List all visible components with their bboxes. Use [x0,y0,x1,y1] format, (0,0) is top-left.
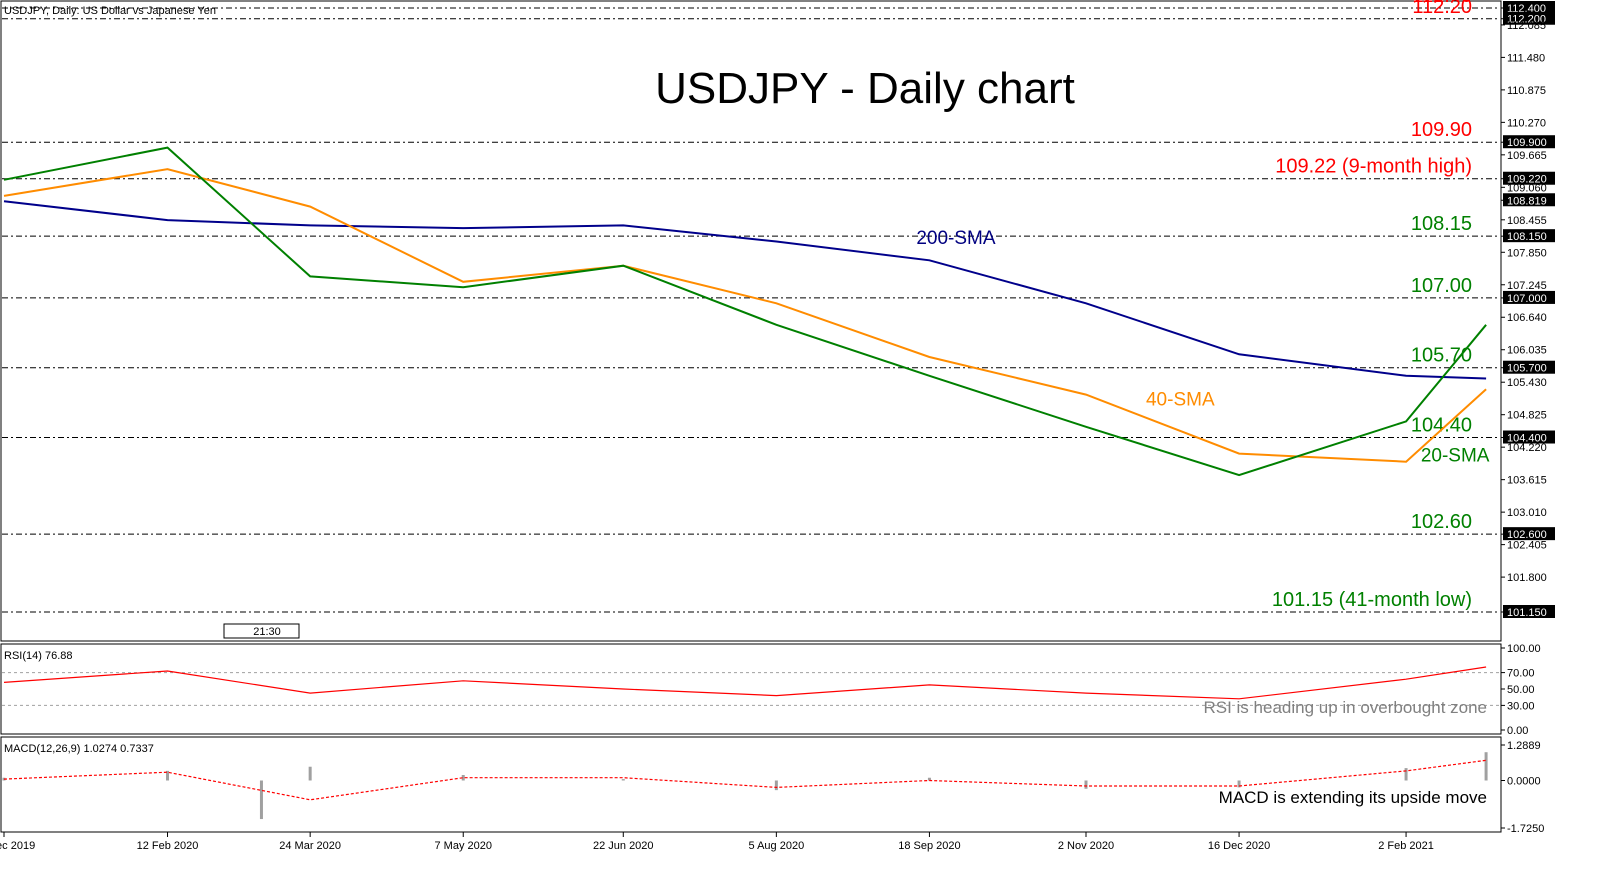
price-label-box [1503,193,1555,207]
price-tick-label: 109.665 [1507,150,1547,162]
level-label: 102.60 [1411,511,1472,533]
price-tick-label: 105.700 [1507,363,1547,375]
ma-annotation: 20-SMA [1421,446,1490,467]
price-label-box [1503,229,1555,243]
price-tick-label: 104.400 [1507,433,1547,445]
x-tick-label: 27 Dec 2019 [0,840,35,852]
level-label: 108.15 [1411,213,1472,235]
rsi-tick-label: 100.00 [1507,643,1541,655]
price-tick-label: 111.480 [1507,52,1545,64]
price-label-box [1503,290,1555,304]
rsi-header: RSI(14) 76.88 [4,650,72,662]
price-tick-label: 112.085 [1507,20,1546,32]
x-tick-label: 2 Feb 2021 [1378,840,1434,852]
time-marker-text: 21:30 [253,626,281,638]
level-label: 112.40 [1412,0,1472,7]
x-tick-label: 5 Aug 2020 [749,840,805,852]
chart-title: USDJPY - Daily chart [655,64,1075,113]
price-tick-label: 102.600 [1507,529,1547,541]
level-label: 112.20 [1412,0,1472,18]
level-label: 107.00 [1411,275,1472,297]
main-panel-frame [0,0,1502,642]
price-tick-label: 110.875 [1507,85,1546,97]
main-price-panel: 112.690112.400112.200112.085111.480110.8… [2,0,1555,619]
x-tick-label: 22 Jun 2020 [593,840,654,852]
price-tick-label: 104.825 [1507,410,1547,422]
rsi-annotation: RSI is heading up in overbought zone [1203,698,1487,717]
price-label-box [1503,171,1555,185]
rsi-panel-frame [0,643,1502,735]
macd-signal-line [3,759,1487,801]
price-tick-label: 107.850 [1507,247,1547,259]
price-tick-label: 104.220 [1507,442,1547,454]
ma-line-200-sma [3,200,1487,380]
price-tick-label: 107.245 [1507,280,1547,292]
rsi-tick-label: 50.00 [1507,684,1535,696]
x-tick-label: 24 Mar 2020 [279,840,341,852]
level-label: 101.15 (41-month low) [1272,589,1472,611]
x-tick-label: 12 Feb 2020 [137,840,199,852]
price-tick-label: 109.220 [1507,174,1547,186]
ma-line-40-sma [3,168,1487,463]
level-label: 105.70 [1411,345,1472,367]
price-label-box [1503,605,1555,618]
price-label-box [1503,135,1555,149]
ma-annotation: 200-SMA [916,228,996,249]
x-tick-label: 7 May 2020 [434,840,491,852]
price-label-box [1503,430,1555,444]
macd-annotation: MACD is extending its upside move [1219,788,1487,807]
price-tick-label: 108.455 [1507,215,1547,227]
price-label-box [1503,1,1555,14]
ma-annotation: 40-SMA [1146,389,1215,410]
x-tick-label: 2 Nov 2020 [1058,840,1114,852]
price-tick-label: 101.800 [1507,572,1547,584]
price-tick-label: 108.150 [1507,231,1547,243]
macd-tick-label: 1.2889 [1507,740,1541,752]
level-label: 109.90 [1411,119,1472,141]
price-tick-label: 102.405 [1507,540,1547,552]
price-tick-label: 103.615 [1507,475,1547,487]
macd-panel: 1.2889 0.0000 -1.7250 [2,740,1544,835]
level-label: 109.22 (9-month high) [1275,156,1472,178]
x-tick-label: 16 Dec 2020 [1208,840,1270,852]
rsi-tick-label: 30.00 [1507,700,1535,712]
macd-panel-frame [0,736,1502,833]
price-label-box [1503,360,1555,374]
x-tick-label: 18 Sep 2020 [898,840,960,852]
x-axis: 27 Dec 2019 12 Feb 2020 24 Mar 2020 7 May 2… [0,832,1434,852]
price-tick-label: 101.150 [1507,607,1547,619]
price-tick-label: 105.430 [1507,377,1547,389]
rsi-line [3,666,1487,700]
level-label: 104.40 [1411,415,1472,437]
price-tick-label: 109.900 [1507,137,1547,149]
rsi-tick-label: 70.00 [1507,668,1535,680]
price-tick-label: 109.060 [1507,182,1547,194]
chart-header: USDJPY, Daily: US Dollar vs Japanese Yen [4,5,216,17]
price-tick-label: 106.640 [1507,312,1547,324]
macd-tick-label: 0.0000 [1507,775,1541,787]
macd-tick-label: -1.7250 [1507,823,1544,835]
macd-header: MACD(12,26,9) 1.0274 0.7337 [4,743,154,755]
price-label-box [1503,11,1555,25]
ma-line-20-sma [3,146,1487,477]
price-label-box [1503,527,1555,541]
price-tick-label: 106.035 [1507,345,1547,357]
price-tick-label: 110.270 [1507,117,1546,129]
price-tick-label: 112.200 [1507,14,1546,26]
price-tick-label: 103.010 [1507,507,1547,519]
rsi-tick-label: 0.00 [1507,725,1528,737]
time-marker-box [223,623,300,639]
price-tick-label: 107.000 [1507,293,1547,305]
rsi-panel: 100.00 70.00 50.00 30.00 0.00 [2,643,1541,737]
price-tick-label: 108.819 [1507,195,1547,207]
